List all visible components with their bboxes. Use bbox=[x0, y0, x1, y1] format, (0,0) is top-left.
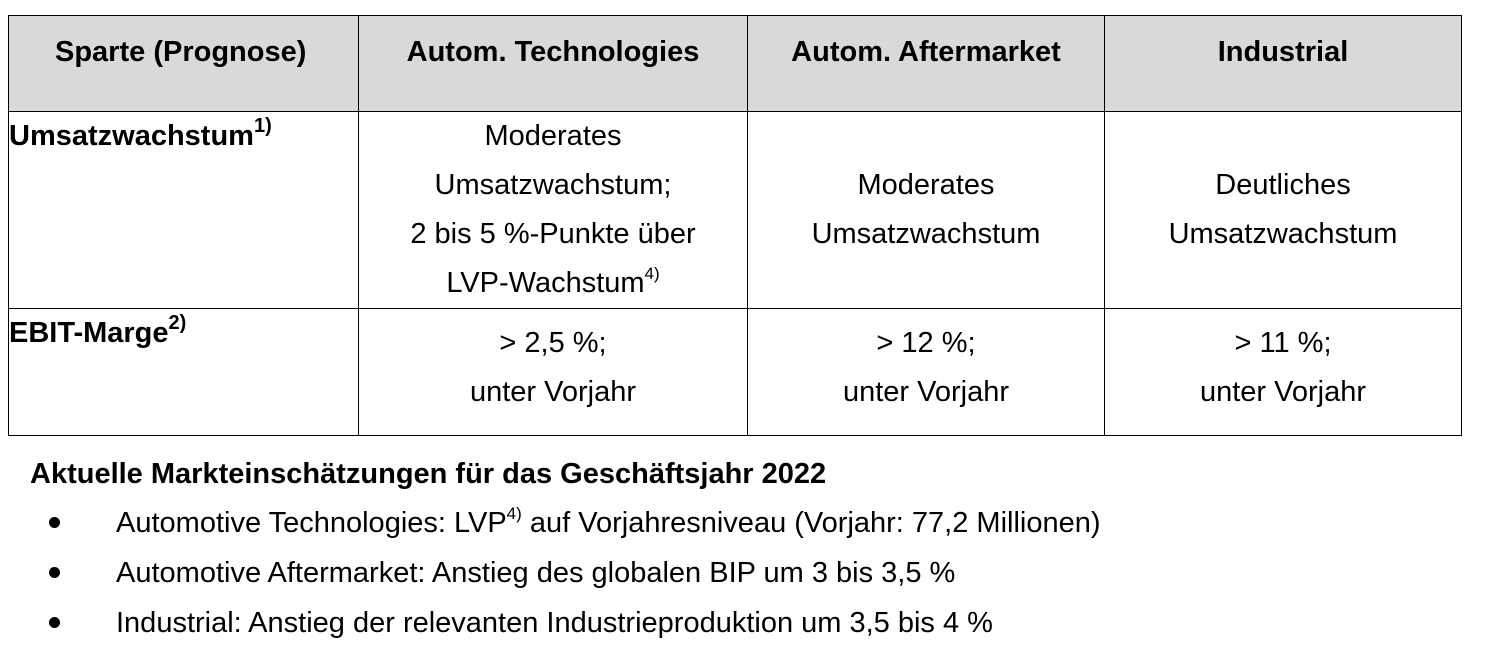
list-item-automotive-aftermarket: Automotive Aftermarket: Anstieg des glob… bbox=[0, 548, 1480, 598]
cell-aftermarket-revenue: Moderates Umsatzwachstum bbox=[747, 111, 1105, 309]
list-item-automotive-technologies: Automotive Technologies: LVP4) auf Vorja… bbox=[0, 498, 1480, 548]
table-row-ebit-margin: EBIT-Marge2) > 2,5 %; unter Vorjahr > 12… bbox=[8, 308, 1462, 436]
market-section-title: Aktuelle Markteinschätzungen für das Ges… bbox=[30, 458, 827, 490]
cell-tech-ebit: > 2,5 %; unter Vorjahr bbox=[358, 308, 748, 436]
bullet-icon bbox=[49, 517, 60, 528]
cell-tech-revenue: Moderates Umsatzwachstum; 2 bis 5 %-Punk… bbox=[358, 111, 748, 309]
header-automotive-technologies: Autom. Technologies bbox=[358, 15, 748, 112]
header-industrial: Industrial bbox=[1104, 15, 1462, 112]
header-segment: Sparte (Prognose) bbox=[8, 15, 359, 112]
row-label-ebit-margin: EBIT-Marge2) bbox=[8, 308, 359, 436]
table-header-row: Sparte (Prognose) Autom. Technologies Au… bbox=[8, 15, 1462, 112]
bullet-icon bbox=[49, 617, 60, 628]
bullet-icon bbox=[49, 567, 60, 578]
table-row-revenue-growth: Umsatzwachstum1) Moderates Umsatzwachstu… bbox=[8, 111, 1462, 309]
row-label-revenue-growth: Umsatzwachstum1) bbox=[8, 111, 359, 309]
forecast-table: Sparte (Prognose) Autom. Technologies Au… bbox=[8, 15, 1462, 436]
list-item-industrial: Industrial: Anstieg der relevanten Indus… bbox=[0, 598, 1480, 648]
cell-aftermarket-ebit: > 12 %; unter Vorjahr bbox=[747, 308, 1105, 436]
market-bullet-list: Automotive Technologies: LVP4) auf Vorja… bbox=[0, 498, 1480, 648]
cell-industrial-revenue: Deutliches Umsatzwachstum bbox=[1104, 111, 1462, 309]
cell-industrial-ebit: > 11 %; unter Vorjahr bbox=[1104, 308, 1462, 436]
header-automotive-aftermarket: Autom. Aftermarket bbox=[747, 15, 1105, 112]
